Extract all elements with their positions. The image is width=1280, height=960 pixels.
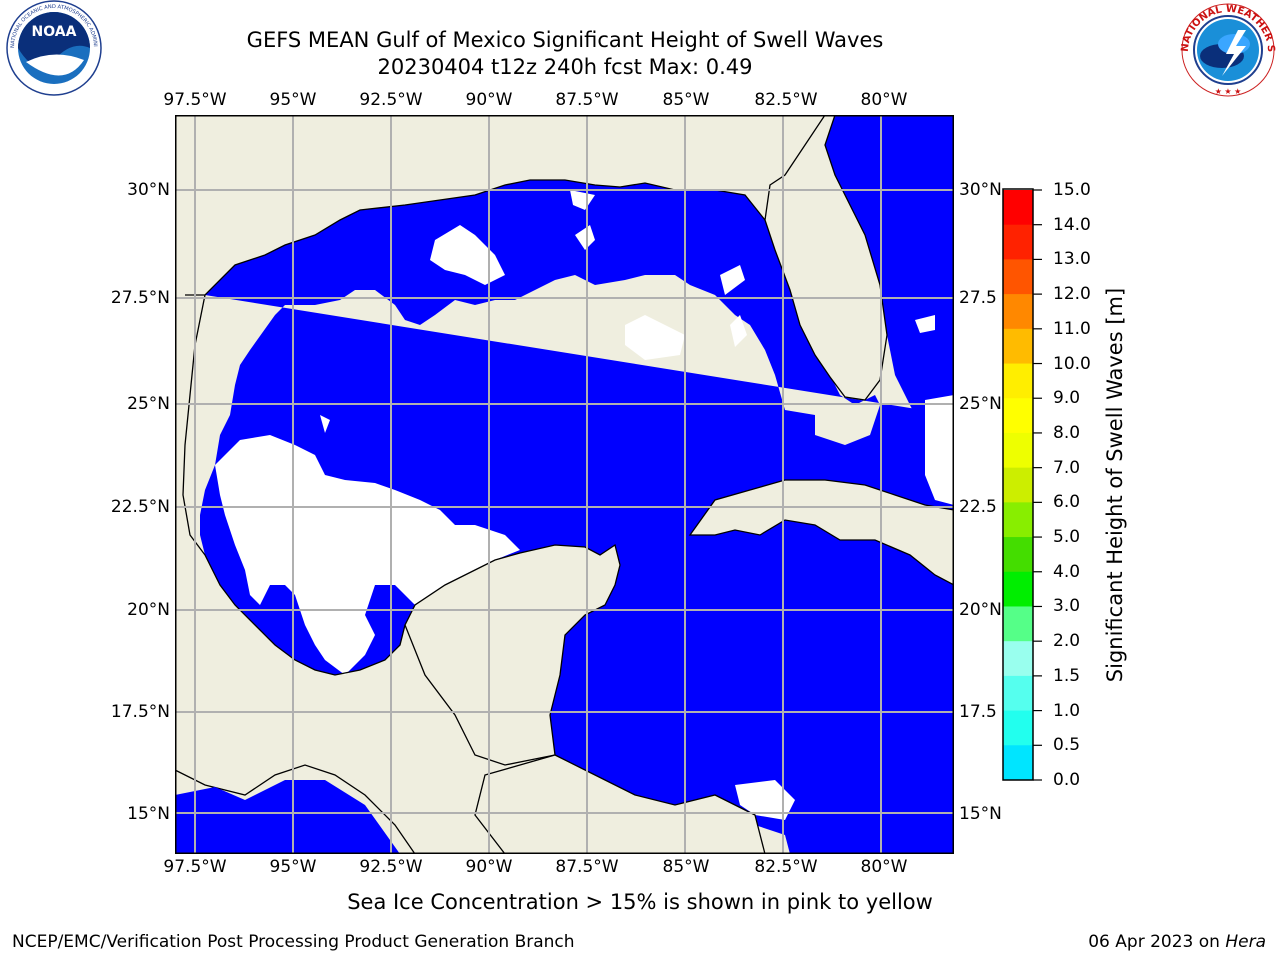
lat-tick-right: 17.5 bbox=[959, 702, 997, 722]
lon-tick-top: 90°W bbox=[465, 90, 513, 110]
lon-tick-top: 95°W bbox=[269, 90, 317, 110]
footer-date: 06 Apr 2023 on Hera bbox=[1088, 932, 1266, 952]
lat-tick-left: 25°N bbox=[127, 394, 170, 414]
noaa-logo-text: NOAA bbox=[32, 24, 77, 40]
colorbar-band bbox=[1003, 224, 1033, 260]
colorbar-label: Significant Height of Swell Waves [m] bbox=[1103, 287, 1127, 683]
lat-tick-right: 27.5 bbox=[959, 288, 997, 308]
map-frame bbox=[175, 115, 954, 854]
colorbar-tick-label: 12.0 bbox=[1053, 284, 1091, 305]
lon-tick-bottom: 92.5°W bbox=[359, 857, 423, 877]
lon-tick-top: 87.5°W bbox=[555, 90, 619, 110]
lat-tick-left: 20°N bbox=[127, 600, 170, 620]
lat-tick-left: 17.5°N bbox=[110, 702, 170, 722]
colorbar-band bbox=[1003, 294, 1033, 330]
lat-tick-left: 27.5°N bbox=[110, 288, 170, 308]
colorbar-tick-label: 13.0 bbox=[1053, 249, 1091, 270]
lat-tick-right: 15°N bbox=[959, 804, 1002, 824]
graticule bbox=[175, 115, 954, 854]
colorbar-band bbox=[1003, 606, 1033, 642]
lat-tick-left: 22.5°N bbox=[110, 497, 170, 517]
lon-tick-bottom: 90°W bbox=[465, 857, 513, 877]
lon-tick-bottom: 97.5°W bbox=[163, 857, 227, 877]
lon-tick-bottom: 95°W bbox=[269, 857, 317, 877]
colorbar-frame bbox=[1002, 188, 1034, 781]
colorbar-band bbox=[1003, 259, 1033, 295]
colorbar-band bbox=[1003, 571, 1033, 607]
chart-subtitle: 20230404 t12z 240h fcst Max: 0.49 bbox=[377, 55, 753, 79]
lon-tick-top: 92.5°W bbox=[359, 90, 423, 110]
colorbar-tick-label: 6.0 bbox=[1053, 492, 1081, 513]
gulf-map bbox=[175, 115, 954, 854]
colorbar-band bbox=[1003, 675, 1033, 712]
lon-tick-top: 80°W bbox=[860, 90, 908, 110]
lon-tick-bottom: 85°W bbox=[662, 857, 710, 877]
colorbar-tick-label: 9.0 bbox=[1053, 388, 1081, 409]
colorbar-band bbox=[1003, 537, 1033, 573]
lat-tick-right: 30°N bbox=[959, 180, 1002, 200]
nws-logo: NATIONAL WEATHER SERVICE ★ ★ ★ bbox=[1176, 0, 1276, 97]
colorbar-band bbox=[1003, 710, 1033, 746]
colorbar-tick-label: 2.0 bbox=[1053, 631, 1081, 652]
colorbar-tick-label: 5.0 bbox=[1053, 527, 1081, 548]
colorbar bbox=[1002, 188, 1042, 781]
colorbar-band bbox=[1003, 502, 1033, 538]
colorbar-tick-label: 14.0 bbox=[1053, 214, 1091, 235]
colorbar-tick-label: 15.0 bbox=[1053, 180, 1091, 200]
chart-title: GEFS MEAN Gulf of Mexico Significant Hei… bbox=[246, 28, 884, 52]
colorbar-tick-label: 10.0 bbox=[1053, 353, 1091, 374]
svg-text:★ ★ ★: ★ ★ ★ bbox=[1215, 87, 1242, 96]
lon-tick-top: 85°W bbox=[662, 90, 710, 110]
footer-date-text: 06 Apr 2023 on bbox=[1088, 932, 1226, 952]
colorbar-tick-label: 11.0 bbox=[1053, 318, 1091, 339]
colorbar-tick-label: 3.0 bbox=[1053, 596, 1081, 617]
colorbar-tick-label: 1.0 bbox=[1053, 700, 1081, 721]
colorbar-tick-label: 7.0 bbox=[1053, 457, 1081, 478]
colorbar-tick-label: 0.5 bbox=[1053, 735, 1081, 756]
colorbar-tick-label: 4.0 bbox=[1053, 561, 1081, 582]
colorbar-band bbox=[1003, 432, 1033, 469]
lat-tick-right: 22.5 bbox=[959, 497, 997, 517]
colorbar-tick-label: 8.0 bbox=[1053, 422, 1081, 443]
lon-tick-bottom: 87.5°W bbox=[555, 857, 619, 877]
colorbar-band bbox=[1003, 328, 1033, 365]
noaa-logo: NOAA NATIONAL OCEANIC AND ATMOSPHERIC AD… bbox=[4, 0, 102, 96]
lat-tick-right: 25°N bbox=[959, 394, 1002, 414]
lon-tick-bottom: 82.5°W bbox=[754, 857, 818, 877]
colorbar-band bbox=[1003, 398, 1033, 434]
colorbar-band bbox=[1003, 641, 1033, 677]
footer-machine: Hera bbox=[1225, 932, 1266, 952]
lat-tick-right: 20°N bbox=[959, 600, 1002, 620]
colorbar-band bbox=[1003, 467, 1033, 503]
sea-ice-note: Sea Ice Concentration > 15% is shown in … bbox=[347, 890, 933, 914]
lon-tick-top: 82.5°W bbox=[754, 90, 818, 110]
footer-credit: NCEP/EMC/Verification Post Processing Pr… bbox=[12, 932, 575, 952]
lon-tick-bottom: 80°W bbox=[860, 857, 908, 877]
colorbar-tick-label: 0.0 bbox=[1053, 770, 1081, 790]
yucatan-land bbox=[404, 543, 621, 766]
colorbar-band bbox=[1003, 190, 1033, 226]
gulf-water bbox=[200, 115, 954, 854]
honduras-land bbox=[474, 754, 766, 854]
lat-tick-left: 15°N bbox=[127, 804, 170, 824]
colorbar-band bbox=[1003, 745, 1033, 781]
colorbar-tick-label: 1.5 bbox=[1053, 665, 1081, 686]
colorbar-band bbox=[1003, 363, 1033, 399]
lon-tick-top: 97.5°W bbox=[163, 90, 227, 110]
lat-tick-left: 30°N bbox=[127, 180, 170, 200]
